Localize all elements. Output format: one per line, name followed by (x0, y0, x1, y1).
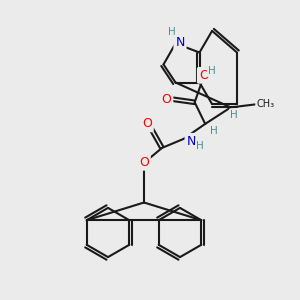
Text: H: H (210, 125, 218, 136)
Text: O: O (139, 156, 149, 169)
Text: H: H (208, 66, 216, 76)
Text: CH₃: CH₃ (257, 99, 275, 110)
Text: O: O (142, 117, 152, 130)
Text: H: H (230, 110, 238, 120)
Text: O: O (162, 93, 171, 106)
Text: O: O (199, 69, 208, 82)
Text: N: N (175, 36, 185, 50)
Text: N: N (186, 135, 196, 148)
Text: H: H (196, 140, 204, 151)
Text: H: H (168, 27, 176, 37)
